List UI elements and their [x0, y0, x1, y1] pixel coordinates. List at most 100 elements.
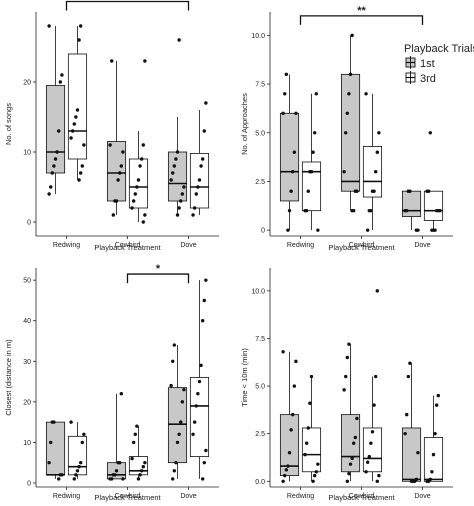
- y-tick-label: 7.5: [255, 82, 265, 89]
- data-point: [345, 111, 350, 115]
- box: [340, 414, 361, 473]
- box: [128, 158, 149, 209]
- data-point: [52, 420, 56, 424]
- data-point: [114, 469, 119, 473]
- data-point: [116, 178, 120, 182]
- data-point: [289, 189, 293, 193]
- data-point: [80, 164, 84, 168]
- box-1st-cowbird: [106, 392, 127, 481]
- data-point: [291, 412, 295, 417]
- data-point: [433, 431, 437, 436]
- y-tick-label: 0: [27, 220, 31, 227]
- box-3rd-redwing: [67, 420, 88, 481]
- data-point: [175, 150, 180, 154]
- x-tick-label: Redwing: [53, 242, 80, 249]
- box-1st-cowbird: [340, 33, 361, 213]
- box-3rd-dove: [189, 278, 210, 481]
- y-axis-title: No. of Approaches: [240, 93, 249, 155]
- y-tick-label: 0: [27, 480, 31, 487]
- data-point: [294, 111, 298, 115]
- data-point: [309, 374, 314, 379]
- data-point: [77, 178, 81, 182]
- data-point: [174, 460, 178, 465]
- data-point: [414, 477, 419, 482]
- data-point: [416, 451, 420, 455]
- data-point: [433, 228, 437, 232]
- data-point: [74, 115, 78, 119]
- box: [67, 53, 88, 160]
- data-point: [365, 460, 370, 464]
- data-point: [281, 479, 285, 483]
- data-point: [180, 400, 185, 404]
- data-point: [292, 150, 297, 154]
- data-point: [375, 289, 379, 293]
- legend-label-3rd: 3rd: [420, 73, 436, 85]
- data-point: [373, 170, 378, 174]
- data-point: [347, 92, 351, 96]
- data-point: [369, 441, 373, 445]
- data-point: [52, 164, 56, 168]
- data-point: [138, 473, 142, 477]
- data-point: [294, 359, 298, 364]
- data-point: [143, 213, 147, 217]
- box: [45, 85, 66, 174]
- panel-4: 0.0 2.5 5.0 7.5 10.0 Redwing Cowbird Dove Playba…: [240, 268, 453, 502]
- y-tick-label: 10: [23, 150, 31, 157]
- data-point: [130, 206, 134, 210]
- data-point: [314, 92, 318, 96]
- significance-label: *: [156, 263, 161, 275]
- data-point: [350, 33, 354, 38]
- data-point: [121, 150, 125, 154]
- data-point: [191, 213, 195, 217]
- data-point: [373, 374, 378, 379]
- x-tick-label: Dove: [180, 493, 196, 500]
- data-point: [197, 178, 202, 182]
- data-point: [438, 208, 442, 213]
- data-point: [50, 171, 55, 175]
- data-point: [171, 171, 175, 175]
- box-3rd-dove: [189, 101, 210, 217]
- data-point: [353, 435, 358, 440]
- data-point: [53, 157, 58, 161]
- data-point: [72, 477, 76, 481]
- data-point: [344, 131, 348, 135]
- data-point: [370, 430, 375, 434]
- box: [362, 145, 383, 198]
- data-point: [344, 374, 348, 379]
- box: [301, 427, 322, 473]
- box-3rd-cowbird: [362, 289, 383, 483]
- data-point: [177, 38, 181, 42]
- data-point: [405, 412, 409, 417]
- x-tick-label: Cowbird: [115, 493, 141, 500]
- data-point: [60, 473, 64, 477]
- data-point: [304, 441, 309, 445]
- box: [362, 427, 383, 473]
- data-point: [139, 157, 144, 161]
- data-point: [352, 441, 356, 445]
- box-1st-redwing: [279, 350, 300, 483]
- data-point: [133, 432, 137, 436]
- data-point: [408, 361, 412, 365]
- data-point: [69, 136, 73, 140]
- data-point: [365, 228, 370, 232]
- data-point: [131, 199, 136, 203]
- data-point: [169, 178, 173, 182]
- data-point: [428, 477, 432, 482]
- data-point: [431, 452, 436, 457]
- data-point: [202, 298, 206, 303]
- data-point: [110, 477, 114, 481]
- data-point: [428, 131, 432, 135]
- data-point: [108, 143, 112, 147]
- data-point: [347, 342, 351, 346]
- data-point: [204, 101, 208, 105]
- data-point: [192, 206, 197, 210]
- box-1st-redwing: [45, 24, 66, 196]
- data-point: [306, 189, 310, 193]
- data-point: [312, 473, 317, 478]
- data-point: [82, 143, 86, 147]
- data-point: [172, 164, 177, 168]
- data-point: [110, 59, 114, 63]
- data-point: [304, 208, 309, 213]
- data-point: [75, 469, 80, 473]
